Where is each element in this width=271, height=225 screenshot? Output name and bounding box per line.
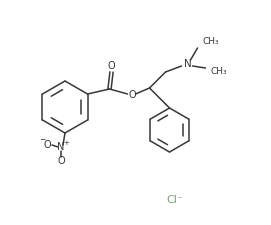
Text: +: + xyxy=(63,140,69,146)
Text: N: N xyxy=(184,59,191,69)
Text: O: O xyxy=(129,90,136,100)
Text: Cl⁻: Cl⁻ xyxy=(167,195,183,205)
Text: N: N xyxy=(57,142,65,152)
Text: O: O xyxy=(108,61,115,71)
Text: CH₃: CH₃ xyxy=(202,38,219,47)
Text: −: − xyxy=(39,135,45,144)
Text: CH₃: CH₃ xyxy=(210,67,227,76)
Text: O: O xyxy=(43,140,51,150)
Text: O: O xyxy=(57,156,65,166)
